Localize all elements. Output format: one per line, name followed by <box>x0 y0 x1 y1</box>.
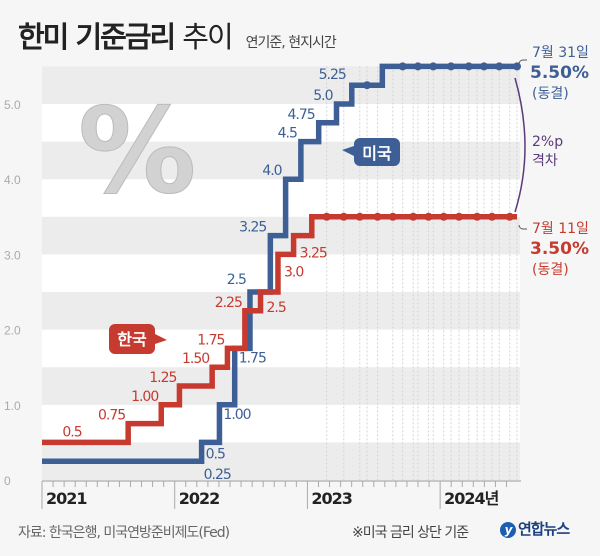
x-tick-label: 2024년 <box>444 489 499 508</box>
korea-rate-label: 0.75 <box>98 408 125 424</box>
gap-value: 2%p <box>532 134 563 150</box>
us-rate-label: 1.75 <box>239 350 266 366</box>
grid-band <box>42 66 520 104</box>
us-hold-point <box>429 62 438 71</box>
korea-hold-point <box>473 212 482 221</box>
us-tag-label: 미국 <box>362 144 392 163</box>
us-hold-point <box>480 62 489 71</box>
us-rate-label: 0.5 <box>206 446 225 462</box>
korea-hold-point <box>505 212 514 221</box>
us-callout-line <box>518 59 527 65</box>
korea-rate-label: 1.50 <box>182 351 209 367</box>
title-bold: 한미 기준금리 <box>18 20 176 54</box>
korea-hold-point <box>409 212 418 221</box>
grid-band <box>42 404 520 443</box>
us-rate-label: 0.25 <box>204 467 231 483</box>
us-rate-label: 4.0 <box>262 163 281 179</box>
us-hold-point <box>464 62 473 71</box>
grid-band <box>42 254 520 292</box>
y-tick-label: 2.0 <box>4 324 21 338</box>
korea-rate-label: 1.00 <box>131 389 158 405</box>
percent-decoration: % <box>78 82 196 220</box>
korea-hold-point <box>487 212 496 221</box>
y-tick-label: 4.0 <box>4 173 21 187</box>
header: 한미 기준금리 추이 연기준, 현지시간 <box>18 14 337 56</box>
korea-hold-point <box>355 212 364 221</box>
us-tag-bubble <box>342 138 400 166</box>
us-hold-point <box>413 62 422 71</box>
us-rate-label: 5.25 <box>319 67 346 83</box>
korea-tag-label: 한국 <box>117 330 147 349</box>
korea-hold-point <box>439 212 448 221</box>
subtitle: 연기준, 현지시간 <box>245 35 337 51</box>
korea-rate-line <box>42 214 517 446</box>
us-hold-point <box>495 62 504 71</box>
korea-hold-point <box>322 212 331 221</box>
korea-rate-label: 2.5 <box>267 300 286 316</box>
us-end-date: 7월 31일 <box>532 45 589 61</box>
korea-hold-point <box>388 212 397 221</box>
korea-hold-point <box>424 212 433 221</box>
korea-rate-label: 0.5 <box>62 424 81 440</box>
korea-hold-point <box>339 212 348 221</box>
us-hold-point <box>447 62 456 71</box>
logo-text: 연합뉴스 <box>518 520 570 538</box>
us-rate-label: 2.5 <box>227 272 246 288</box>
basis-note: ※미국 금리 상단 기준 <box>352 525 469 541</box>
korea-end-value: 3.50% <box>530 239 589 259</box>
korea-rate-label: 3.25 <box>300 246 327 262</box>
korea-rate-label: 2.25 <box>215 295 242 311</box>
korea-rate-label: 3.0 <box>284 264 303 280</box>
korea-hold-point <box>373 212 382 221</box>
korea-end-date: 7월 11일 <box>532 221 589 237</box>
y-tick-label: 0 <box>4 474 11 488</box>
gap-label: 격차 <box>532 153 558 169</box>
source-note: 자료: 한국은행, 미국연방준비제도(Fed) <box>18 525 230 541</box>
us-hold-point <box>513 62 521 71</box>
korea-end-status: (동결) <box>532 262 569 278</box>
us-rate-line <box>42 63 517 464</box>
us-rate-label: 5.0 <box>313 88 332 104</box>
grid-band <box>42 367 520 405</box>
korea-hold-point <box>454 212 463 221</box>
y-tick-label: 3.0 <box>4 248 21 262</box>
korea-rate-label: 1.25 <box>149 370 176 386</box>
y-tick-label: 5.0 <box>4 98 21 112</box>
x-tick-label: 2021 <box>46 489 87 508</box>
us-hold-point <box>398 62 407 71</box>
grid-band <box>42 104 520 142</box>
us-rate-label: 3.25 <box>239 220 266 236</box>
korea-tag-bubble <box>109 324 167 354</box>
us-rate-label: 1.00 <box>223 407 250 423</box>
us-end-status: (동결) <box>532 86 569 102</box>
korea-callout-line <box>518 224 527 230</box>
grid-band <box>42 141 520 180</box>
title-light: 추이 <box>182 20 233 54</box>
korea-rate-label: 1.75 <box>197 332 224 348</box>
us-hold-point <box>363 81 372 90</box>
grid-band <box>42 292 520 330</box>
us-rate-label: 4.75 <box>288 107 315 123</box>
gap-bracket <box>514 77 526 213</box>
us-end-value: 5.50% <box>530 63 589 83</box>
grid-band <box>42 179 520 217</box>
y-tick-label: 1.0 <box>4 399 21 413</box>
yonhap-logo: y 연합뉴스 <box>500 518 570 539</box>
x-tick-label: 2022 <box>179 489 220 508</box>
logo-icon: y <box>500 522 516 538</box>
us-rate-label: 4.5 <box>278 126 297 142</box>
x-tick-label: 2023 <box>311 489 352 508</box>
page-title: 한미 기준금리 추이 <box>18 14 234 56</box>
